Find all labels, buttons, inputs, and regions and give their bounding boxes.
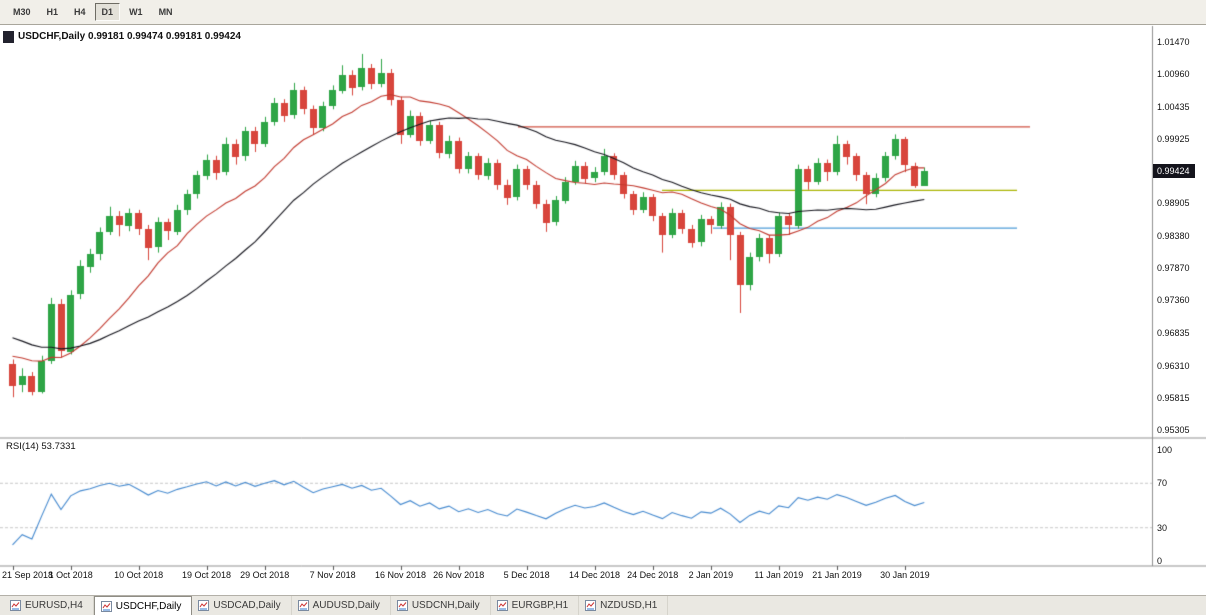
rsi-indicator-label: RSI(14) 53.7331 <box>6 441 76 452</box>
price-scale-label: 1.01470 <box>1157 37 1190 47</box>
timeframe-button-w1[interactable]: W1 <box>129 7 143 17</box>
chart-tab-usdchf-daily[interactable]: USDCHF,Daily <box>93 596 193 615</box>
chart-tab-icon <box>496 600 508 611</box>
timeframe-button-h4[interactable]: H4 <box>74 7 86 17</box>
chart-tab-eurusd-h4[interactable]: EURUSD,H4 <box>4 596 94 615</box>
date-label: 26 Nov 2018 <box>433 570 485 580</box>
timeframe-button-m30[interactable]: M30 <box>13 7 31 17</box>
chart-corner-marker <box>3 31 14 43</box>
chart-tab-icon <box>585 600 597 611</box>
rsi-name: RSI(14) <box>6 441 39 452</box>
chart-symbol-period: USDCHF,Daily <box>18 31 86 42</box>
rsi-scale-label: 100 <box>1157 445 1173 455</box>
price-scale-label: 0.96310 <box>1157 361 1190 372</box>
date-label: 11 Jan 2019 <box>754 570 804 580</box>
chart-tab-icon <box>396 600 408 611</box>
chart-tab-label: EURGBP,H1 <box>511 600 569 611</box>
rsi-scale-label: 70 <box>1157 478 1168 489</box>
rsi-value: 53.7331 <box>41 441 76 452</box>
timeframe-button-h1[interactable]: H1 <box>46 7 59 17</box>
price-scale-label: 0.97870 <box>1157 263 1190 274</box>
rsi-scale-label: 0 <box>1157 556 1163 566</box>
date-label: 2 Jan 2019 <box>688 570 734 580</box>
price-scale-label: 0.98905 <box>1157 198 1190 209</box>
date-label: 16 Nov 2018 <box>374 570 427 580</box>
chart-ohlc-values: 0.99181 0.99474 0.99181 0.99424 <box>88 31 241 42</box>
chart-tab-usdcad-daily[interactable]: USDCAD,Daily <box>192 596 292 615</box>
date-label: 29 Oct 2018 <box>240 570 290 580</box>
chart-tab-label: USDCAD,Daily <box>213 600 281 611</box>
timeframe-toolbar: M30 H1 H4 D1 W1 MN <box>0 0 1206 25</box>
chart-tab-icon <box>10 600 21 611</box>
chart-tab-icon <box>297 600 309 611</box>
price-scale-label: 0.97360 <box>1157 295 1190 306</box>
price-scale-label: 0.98380 <box>1157 231 1190 242</box>
chart-tab-label: USDCNH,Daily <box>411 600 480 611</box>
chart-tab-icon <box>198 600 210 611</box>
chart-tab-label: NZDUSD,H1 <box>600 600 658 611</box>
price-scale-label: 0.96835 <box>1157 328 1190 339</box>
chart-tab-icon <box>100 600 112 612</box>
date-label: 14 Dec 2018 <box>568 570 621 580</box>
price-scale-label: 1.00960 <box>1157 69 1190 80</box>
timeframe-button-d1[interactable]: D1 <box>94 3 121 21</box>
chart-tab-label: USDCHF,Daily <box>115 600 182 612</box>
chart-tab-nzdusd-h1[interactable]: NZDUSD,H1 <box>579 596 669 615</box>
date-label: 21 Sep 2018 <box>2 570 54 580</box>
chart-tab-usdcnh-daily[interactable]: USDCNH,Daily <box>391 596 491 615</box>
current-price-badge: 0.99424 <box>1153 163 1195 178</box>
date-label: 10 Oct 2018 <box>114 570 164 580</box>
chart-tab-eurgbp-h1[interactable]: EURGBP,H1 <box>491 596 580 615</box>
date-label: 30 Jan 2019 <box>880 570 930 580</box>
chart-tab-audusd-daily[interactable]: AUDUSD,Daily <box>292 596 391 615</box>
date-label: 19 Oct 2018 <box>181 570 232 580</box>
chart-tabs: EURUSD,H4 USDCHF,Daily USDCAD,Daily AUDUSD,… <box>0 595 1206 615</box>
price-scale-label: 1.00435 <box>1157 102 1190 113</box>
date-label: 7 Nov 2018 <box>309 570 356 580</box>
date-label: 1 Oct 2018 <box>48 570 93 580</box>
chart-tab-label: AUDUSD,Daily <box>312 600 380 611</box>
price-chart-canvas[interactable] <box>0 25 1206 595</box>
chart-tab-label: EURUSD,H4 <box>25 600 83 611</box>
price-scale-label: 0.95815 <box>1157 392 1190 403</box>
rsi-scale-label: 30 <box>1157 522 1168 533</box>
date-label: 21 Jan 2019 <box>812 570 862 580</box>
date-label: 5 Dec 2018 <box>503 570 550 580</box>
date-label: 24 Dec 2018 <box>627 570 679 580</box>
price-scale-label: 0.95305 <box>1157 424 1190 435</box>
timeframe-button-mn[interactable]: MN <box>158 7 173 17</box>
chart-title: USDCHF,Daily 0.99181 0.99474 0.99181 0.9… <box>18 31 241 42</box>
price-scale-label: 0.99925 <box>1157 134 1190 145</box>
